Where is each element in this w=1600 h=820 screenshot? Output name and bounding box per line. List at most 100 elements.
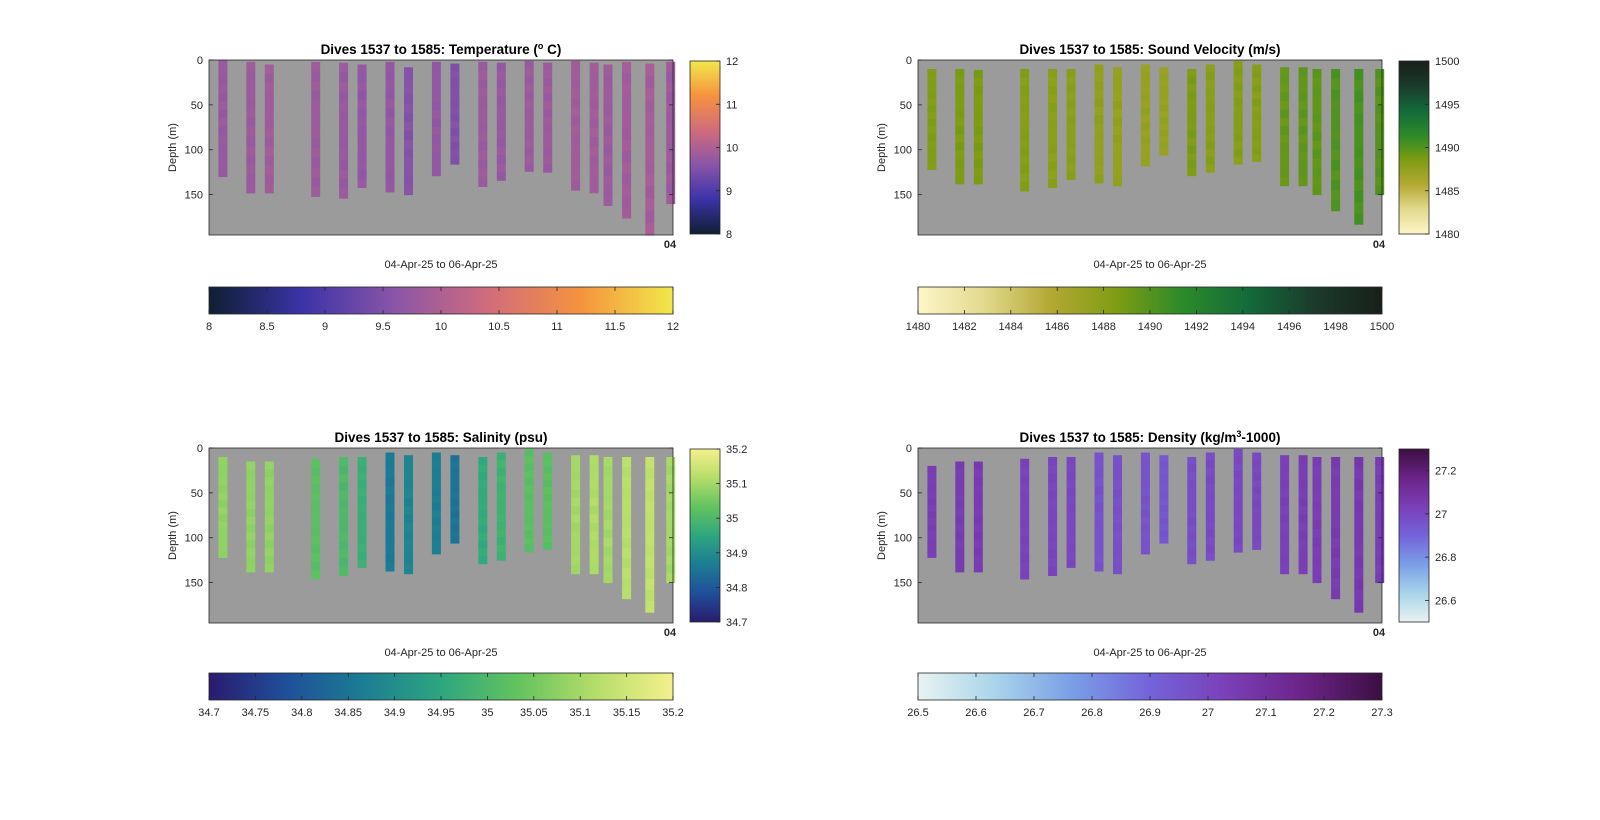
- profile-cell: [1205, 164, 1215, 173]
- axes-frame: [208, 447, 674, 624]
- profile-cell: [357, 551, 367, 560]
- profile-cell: [431, 86, 441, 95]
- profile-cell: [431, 110, 441, 120]
- profile-cell: [404, 497, 413, 507]
- profile-cell: [496, 146, 506, 156]
- dive-profile: [496, 62, 506, 181]
- dive-profile: [246, 61, 256, 194]
- profile-cell: [1140, 86, 1150, 94]
- profile-cell: [1331, 507, 1341, 519]
- y-tick-label: 150: [894, 190, 912, 202]
- profile-cell: [1159, 461, 1169, 469]
- profile-cell: [603, 114, 613, 126]
- profile-cell: [404, 85, 413, 95]
- profile-cell: [1066, 100, 1076, 109]
- profile-cell: [311, 518, 321, 528]
- profile-cell: [218, 528, 228, 537]
- profile-cell: [246, 508, 256, 518]
- x-axis-label: 04-Apr-25 to 06-Apr-25: [384, 647, 497, 659]
- profile-cell: [264, 548, 274, 557]
- dive-profile: [431, 61, 441, 177]
- profile-cell: [973, 524, 983, 533]
- profile-cell: [431, 488, 441, 497]
- profile-cell: [589, 463, 599, 473]
- profile-cell: [524, 544, 534, 553]
- profile-cell: [1331, 129, 1341, 141]
- profile-cell: [645, 545, 655, 558]
- profile-cell: [1094, 554, 1104, 563]
- bottom-colorbar-tick-label: 35.1: [569, 707, 590, 719]
- profile-cell: [478, 472, 488, 481]
- profile-cell: [543, 466, 553, 474]
- profile-cell: [1375, 69, 1385, 79]
- profile-cell: [524, 124, 534, 133]
- profile-cell: [339, 499, 349, 509]
- profile-cell: [1205, 475, 1215, 484]
- profile-cell: [357, 488, 367, 497]
- profile-cell: [218, 478, 228, 487]
- profile-cell: [1020, 173, 1030, 183]
- profile-cell: [666, 92, 676, 103]
- profile-cell: [357, 64, 367, 74]
- profile-cell: [218, 500, 228, 508]
- profile-cell: [1113, 489, 1122, 498]
- side-colorbar-tick-label: 8: [726, 229, 732, 241]
- dive-profile: [1066, 457, 1076, 568]
- profile-cell: [246, 174, 256, 184]
- profile-cell: [1159, 123, 1169, 131]
- profile-cell: [1298, 92, 1308, 102]
- profile-cell: [1066, 520, 1076, 529]
- profile-cell: [1252, 119, 1262, 128]
- profile-cell: [666, 474, 676, 485]
- profile-cell: [622, 195, 632, 208]
- profile-cell: [357, 117, 367, 127]
- dive-profile: [1298, 67, 1308, 187]
- profile-cell: [1331, 99, 1341, 110]
- profile-cell: [1312, 149, 1322, 160]
- profile-cell: [1298, 463, 1308, 473]
- profile-cell: [450, 486, 460, 494]
- profile-cell: [1113, 151, 1122, 161]
- profile-cell: [955, 500, 965, 510]
- profile-cell: [1094, 528, 1104, 538]
- profile-cell: [973, 564, 983, 573]
- profile-cell: [955, 167, 965, 177]
- profile-cell: [1205, 506, 1215, 515]
- profile-cell: [1331, 578, 1341, 590]
- profile-cell: [524, 155, 534, 164]
- profile-cell: [524, 530, 534, 538]
- profile-cell: [339, 567, 349, 576]
- profile-cell: [1187, 525, 1197, 534]
- profile-cell: [1205, 460, 1215, 469]
- profile-cell: [622, 106, 632, 119]
- profile-cell: [1354, 168, 1364, 181]
- profile-cell: [1159, 518, 1169, 525]
- profile-cell: [431, 135, 441, 144]
- profile-cell: [645, 567, 655, 580]
- profile-cell: [264, 461, 274, 470]
- profile-cell: [1280, 539, 1290, 549]
- bottom-colorbar-tick-label: 34.95: [427, 707, 455, 719]
- dive-profile: [927, 69, 937, 170]
- bottom-colorbar-tick-label: 1486: [1045, 321, 1069, 333]
- chart-panel-3: Dives 1537 to 1585: Density (kg/m3-1000)…: [876, 429, 1456, 719]
- profile-cell: [385, 71, 395, 81]
- profile-cell: [973, 175, 983, 185]
- profile-cell: [1298, 143, 1308, 153]
- profile-cell: [543, 117, 553, 126]
- profile-cell: [1187, 152, 1197, 161]
- profile-cell: [571, 539, 581, 549]
- dive-profile: [1205, 452, 1215, 561]
- profile-cell: [1298, 514, 1308, 524]
- profile-cell: [339, 473, 349, 483]
- dive-profile: [431, 452, 441, 555]
- profile-cell: [496, 71, 506, 80]
- bottom-colorbar-tick-label: 9: [322, 321, 328, 333]
- profile-cell: [1375, 122, 1385, 133]
- profile-cell: [246, 164, 256, 175]
- dive-profile: [1048, 457, 1058, 576]
- side-colorbar-tick-label: 11: [726, 99, 737, 111]
- side-colorbar-tick-label: 35.2: [726, 444, 747, 456]
- profile-cell: [1233, 478, 1243, 487]
- profile-cell: [1187, 533, 1197, 542]
